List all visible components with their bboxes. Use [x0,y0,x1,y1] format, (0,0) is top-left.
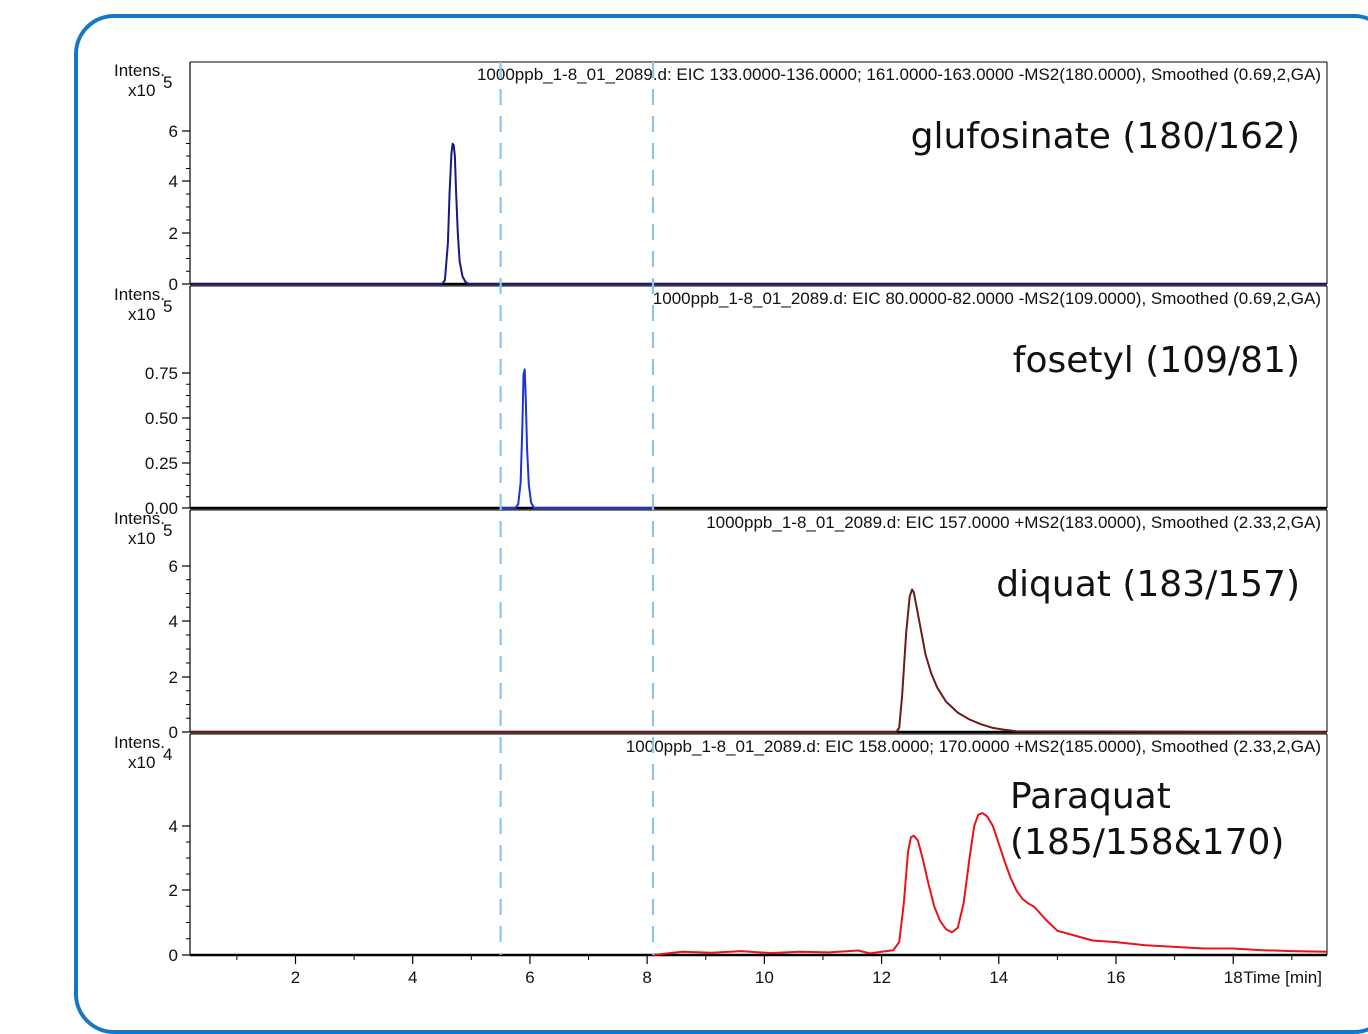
compound-label: glufosinate (180/162) [911,116,1300,157]
x-axis-label: Time [min] [1243,968,1322,987]
y-tick-label: 0 [169,946,178,965]
y-tick-label: 6 [169,122,178,141]
y-unit-label: Intens. [114,733,165,752]
y-scale-exponent: 5 [163,297,172,316]
chromatogram-panel-1: 0 2 4 6 Intens.x10 5 1000ppb_1-8_01_2089.d: EI… [114,61,1328,294]
y-unit-label: Intens. [114,285,165,304]
trace-header: 1000ppb_1-8_01_2089.d: EIC 157.0000 +MS2… [706,513,1321,532]
x-tick-label: 10 [755,968,774,987]
trace-header: 1000ppb_1-8_01_2089.d: EIC 158.0000; 170… [626,737,1321,756]
x-tick-label: 14 [989,968,1008,987]
y-scale-label: x10 [128,753,155,772]
y-tick-label: 2 [169,668,178,687]
y-scale-exponent: 4 [163,745,172,764]
compound-label-line: (185/158&170) [1010,822,1284,863]
x-tick-label: 4 [408,968,417,987]
x-tick-label: 8 [642,968,651,987]
trace-line [652,812,1328,956]
y-unit-label: Intens. [114,61,165,80]
y-scale-exponent: 5 [163,73,172,92]
x-tick-label: 2 [291,968,300,987]
compound-label: diquat (183/157) [996,564,1300,605]
x-tick-label: 6 [525,968,534,987]
trace-line [190,588,1328,733]
y-tick-label: 0.25 [145,454,178,473]
y-tick-label: 0 [169,723,178,742]
x-tick-label: 12 [872,968,891,987]
y-scale-exponent: 5 [163,521,172,540]
y-scale-label: x10 [128,305,155,324]
y-tick-label: 6 [169,557,178,576]
chromatogram-panel-3: 0 2 4 6 Intens.x10 5 1000ppb_1-8_01_2089.d: EI… [114,509,1328,742]
y-tick-label: 2 [169,224,178,243]
compound-label-line: Paraquat [1010,776,1171,817]
trace-line [190,142,1327,285]
y-tick-label: 2 [169,881,178,900]
trace-header: 1000ppb_1-8_01_2089.d: EIC 80.0000-82.00… [653,289,1321,308]
compound-label: fosetyl (109/81) [1013,340,1300,381]
y-scale-label: x10 [128,529,155,548]
y-tick-label: 0.75 [145,364,178,383]
y-unit-label: Intens. [114,509,165,528]
y-tick-label: 0.50 [145,409,178,428]
y-scale-label: x10 [128,81,155,100]
y-tick-label: 0 [169,275,178,294]
y-tick-label: 4 [169,172,178,191]
trace-line [500,368,653,509]
x-tick-label: 18 [1224,968,1243,987]
x-axis: 2 4 6 8 10 12 14 16 18 Time [min] [236,955,1322,987]
y-tick-label: 4 [169,817,178,836]
x-tick-label: 16 [1107,968,1126,987]
trace-header: 1000ppb_1-8_01_2089.d: EIC 133.0000-136.… [477,65,1321,84]
y-tick-label: 0.00 [145,499,178,518]
y-tick-label: 4 [169,612,178,631]
chromatogram-panel-2: 0.00 0.25 0.50 0.75 Intens.x10 5 1000ppb_1-8_0… [114,285,1328,518]
